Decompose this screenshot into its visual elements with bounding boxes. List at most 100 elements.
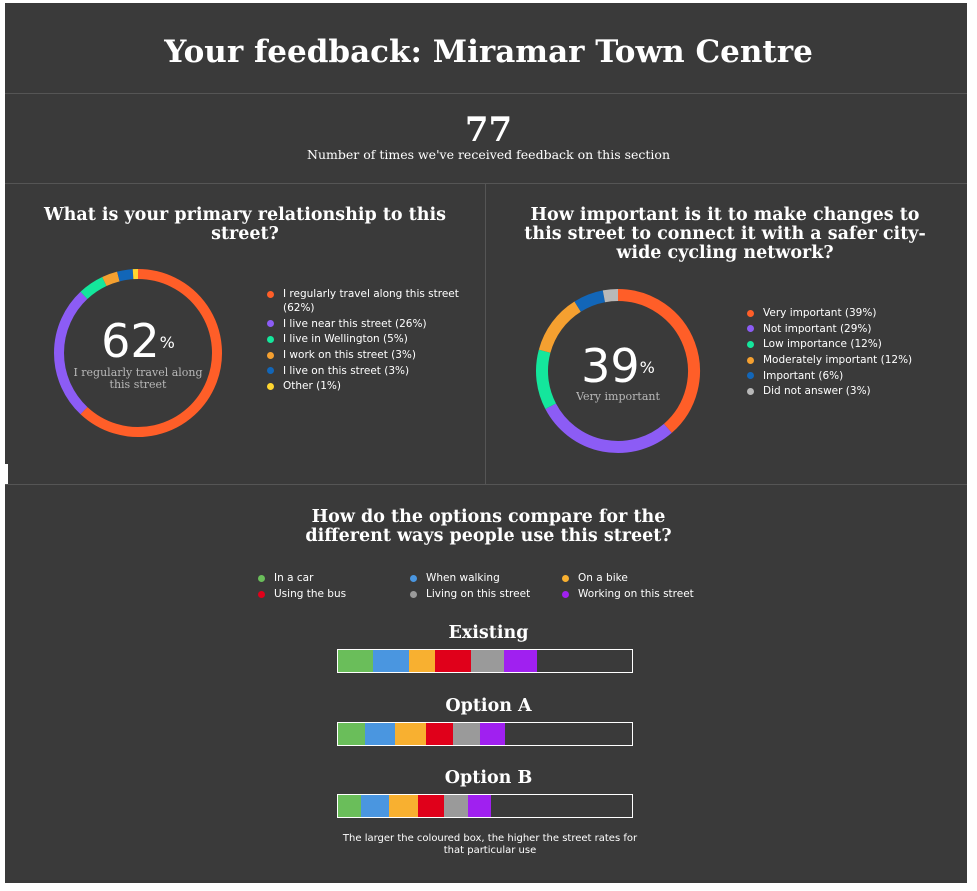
importance-legend-label: Very important (39%) (763, 307, 877, 319)
relationship-legend-item: Other (1%) (267, 379, 467, 393)
relationship-donut-slice-3 (80, 276, 107, 300)
options-legend-label: Using the bus (274, 588, 347, 600)
importance-legend-item: Moderately important (12%) (747, 353, 957, 367)
header-panel (5, 3, 967, 93)
feedback-count: 77 (464, 110, 513, 150)
importance-donut-slice-1 (617, 289, 700, 433)
feedback-count-label: Number of times we've received feedback … (307, 147, 670, 162)
relationship-legend-label: I regularly travel along this street (62… (283, 288, 459, 314)
relationship-donut-slice-4 (102, 271, 120, 287)
importance-donut-slice-2 (545, 403, 672, 453)
importance-legend-label: Low importance (12%) (763, 338, 882, 351)
option-bar-option-a (337, 722, 633, 746)
relationship-legend-dot (267, 290, 274, 298)
bar-segment-using-the-bus (435, 650, 472, 672)
bar-segment-using-the-bus (418, 795, 445, 817)
options-legend-label: When walking (426, 572, 500, 584)
importance-legend: Very important (39%) Not important (29%) L… (747, 306, 957, 400)
options-footnote: The larger the coloured box, the higher … (342, 833, 638, 856)
options-legend-label: In a car (274, 572, 314, 584)
left-chart-panel-lower (8, 464, 485, 484)
importance-legend-item: Did not answer (3%) (747, 384, 957, 398)
option-bar-option-b (337, 794, 633, 818)
options-legend-label: Living on this street (426, 588, 531, 600)
option-bar-existing (337, 649, 633, 673)
bar-segment-on-a-bike (394, 723, 427, 745)
options-legend-item: Working on this street (562, 588, 694, 600)
relationship-donut-slice-1 (80, 269, 222, 437)
count-panel (5, 94, 967, 183)
relationship-legend-label: I live on this street (3%) (283, 364, 410, 377)
relationship-center-label: I regularly travel along this street (73, 366, 203, 391)
importance-legend-item: Not important (29%) (747, 322, 957, 336)
importance-question-title: How important is it to make changes to t… (524, 205, 926, 263)
bar-segment-working-on-this-street (468, 795, 491, 817)
relationship-donut-center: 62% I regularly travel along this street (68, 318, 208, 391)
importance-legend-label: Moderately important (12%) (763, 354, 913, 367)
bar-segment-when-walking (364, 723, 395, 745)
chart-divider (485, 184, 486, 484)
importance-center-label: Very important (576, 390, 660, 403)
importance-legend-dot (747, 356, 754, 364)
options-legend-item: In a car (258, 572, 314, 584)
importance-center-unit: % (639, 358, 655, 377)
importance-legend-label: Important (6%) (763, 369, 844, 382)
importance-donut-center: 39% Very important (548, 343, 688, 403)
options-legend-dot (410, 575, 417, 582)
importance-legend-dot (747, 387, 754, 395)
importance-legend-label: Did not answer (3%) (763, 385, 871, 398)
bar-segment-on-a-bike (408, 650, 436, 672)
bar-segment-living-on-this-street (471, 650, 504, 672)
importance-legend-dot (747, 372, 754, 380)
relationship-legend: I regularly travel along this street (62… (267, 287, 467, 395)
header-divider (5, 93, 967, 94)
relationship-legend-item: I live on this street (3%) (267, 364, 467, 378)
relationship-legend-label: I live in Wellington (5%) (283, 333, 408, 346)
options-legend-item: Living on this street (410, 588, 531, 600)
importance-legend-dot (747, 340, 754, 348)
importance-donut-slice-6 (602, 289, 619, 303)
bar-segment-living-on-this-street (453, 723, 481, 745)
relationship-legend-dot (267, 367, 274, 375)
options-legend-item: When walking (410, 572, 500, 584)
bar-segment-living-on-this-street (444, 795, 469, 817)
bar-segment-in-a-car (338, 795, 361, 817)
options-legend-dot (562, 575, 569, 582)
relationship-donut-slice-2 (54, 291, 88, 415)
importance-donut-slice-5 (574, 290, 606, 312)
importance-legend-label: Not important (29%) (763, 322, 872, 335)
relationship-legend-item: I live near this street (26%) (267, 317, 467, 331)
options-question-title: How do the options compare for the diffe… (305, 507, 672, 546)
importance-donut-slice-3 (536, 349, 557, 410)
option-title-option-a: Option A (445, 696, 532, 716)
relationship-center-unit: % (159, 333, 175, 352)
section-divider (5, 484, 967, 485)
options-legend-dot (258, 591, 265, 598)
options-legend-dot (410, 591, 417, 598)
bar-segment-working-on-this-street (503, 650, 537, 672)
relationship-legend-label: I work on this street (3%) (283, 349, 416, 362)
importance-center-value: 39 (581, 339, 640, 393)
options-legend-label: On a bike (578, 572, 628, 584)
relationship-center-value: 62 (101, 314, 160, 368)
bar-segment-in-a-car (338, 650, 373, 672)
bar-segment-in-a-car (338, 723, 365, 745)
relationship-legend-item: I regularly travel along this street (62… (267, 287, 467, 315)
bar-segment-using-the-bus (426, 723, 454, 745)
bar-segment-on-a-bike (388, 795, 419, 817)
relationship-legend-label: I live near this street (26%) (283, 317, 427, 330)
options-legend-dot (562, 591, 569, 598)
relationship-donut-slice-5 (117, 269, 134, 282)
relationship-legend-dot (267, 382, 274, 390)
relationship-legend-dot (267, 351, 274, 359)
option-title-option-b: Option B (444, 768, 533, 788)
options-legend-label: Working on this street (578, 588, 694, 600)
relationship-question-title: What is your primary relationship to thi… (44, 205, 446, 244)
options-legend-dot (258, 575, 265, 582)
relationship-legend-label: Other (1%) (283, 380, 342, 393)
importance-donut-chart (536, 289, 700, 453)
relationship-legend-item: I live in Wellington (5%) (267, 332, 467, 346)
importance-legend-dot (747, 325, 754, 333)
count-divider (5, 183, 967, 184)
importance-legend-item: Very important (39%) (747, 306, 957, 320)
